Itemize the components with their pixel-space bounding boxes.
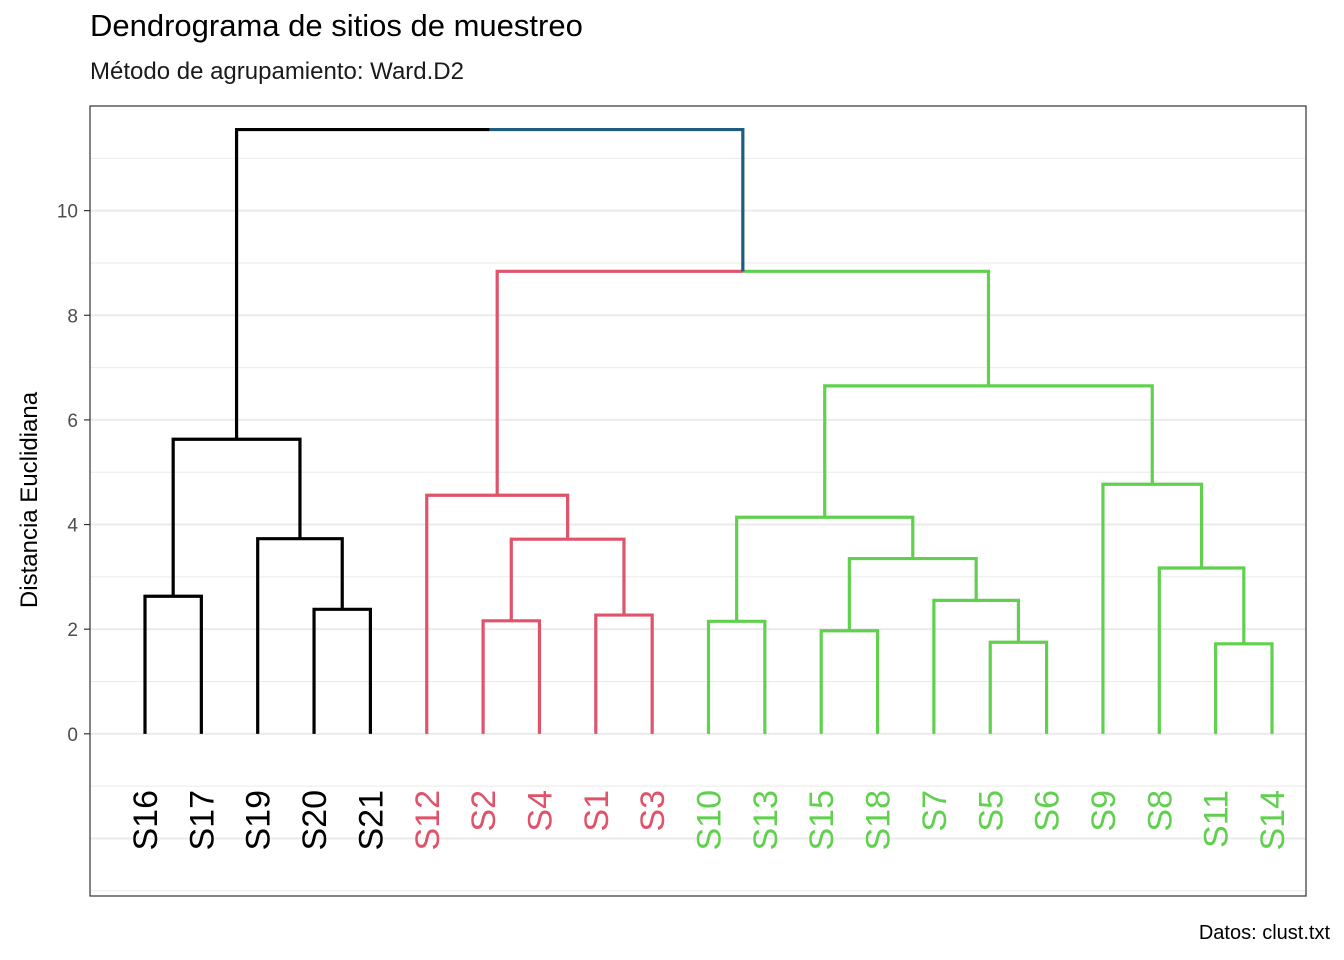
branch-m3 (256, 537, 344, 734)
leaf-label-S10: S10 (691, 790, 729, 851)
branch-m20-right (489, 127, 745, 272)
panel-border (89, 105, 1307, 897)
branch-m7 (509, 537, 626, 621)
branch-m8 (425, 493, 570, 734)
branch-m12 (932, 598, 1021, 734)
branch-m5 (481, 619, 542, 734)
leaf-label-S16: S16 (127, 790, 165, 851)
branch-m10 (819, 629, 880, 734)
y-axis-label: Distancia Euclidiana (16, 391, 43, 608)
branch-m15 (1214, 642, 1274, 734)
chart-title: Dendrograma de sitios de muestreo (90, 8, 583, 43)
branch-m19-left (495, 269, 743, 496)
leaf-label-S9: S9 (1085, 790, 1123, 832)
branch-m16 (1157, 566, 1246, 734)
dendrogram-branches (143, 127, 1274, 734)
branch-m18 (823, 384, 1154, 518)
branch-m19-right (742, 269, 991, 386)
leaf-label-S21: S21 (352, 790, 390, 851)
branch-m1 (143, 594, 203, 734)
leaf-label-S5: S5 (972, 790, 1010, 832)
leaf-label-S15: S15 (803, 790, 841, 851)
leaf-label-S1: S1 (578, 790, 616, 832)
branch-m4 (171, 437, 302, 597)
branch-m13 (847, 556, 978, 631)
branch-m11 (988, 640, 1049, 734)
y-tick-label: 8 (67, 306, 78, 327)
branch-m20-left (234, 127, 490, 440)
chart-caption: Datos: clust.txt (1198, 922, 1330, 944)
y-tick-label: 10 (57, 202, 78, 223)
chart-subtitle: Método de agrupamiento: Ward.D2 (90, 58, 464, 85)
branch-m6 (594, 613, 654, 734)
leaf-label-S14: S14 (1254, 790, 1292, 851)
leaf-label-S17: S17 (183, 790, 221, 851)
y-tick-label: 6 (67, 411, 78, 432)
leaf-labels: S16 S17 S19 S20 S21 S12 S2 S4 S1 S3 S10 S13 S15 S18 S7… (127, 790, 1292, 851)
y-tick-label: 2 (67, 620, 78, 641)
gridlines (90, 157, 1306, 892)
y-axis: 0 2 4 6 8 10 (57, 202, 90, 746)
leaf-label-S11: S11 (1198, 790, 1236, 848)
branch-m14 (735, 515, 915, 622)
leaf-label-S3: S3 (634, 790, 672, 832)
leaf-label-S6: S6 (1029, 790, 1067, 832)
branch-m9 (706, 619, 767, 734)
leaf-label-S18: S18 (860, 790, 898, 851)
branch-m17 (1101, 482, 1204, 734)
leaf-label-S20: S20 (296, 790, 334, 851)
y-tick-label: 0 (67, 725, 78, 746)
leaf-label-S19: S19 (240, 790, 278, 851)
leaf-label-S13: S13 (747, 790, 785, 851)
leaf-label-S8: S8 (1141, 790, 1179, 832)
leaf-label-S4: S4 (521, 790, 559, 832)
y-tick-label: 4 (67, 516, 78, 537)
leaf-label-S12: S12 (409, 790, 447, 851)
branch-m2 (312, 607, 372, 734)
leaf-label-S2: S2 (465, 790, 503, 832)
leaf-label-S7: S7 (916, 790, 954, 832)
